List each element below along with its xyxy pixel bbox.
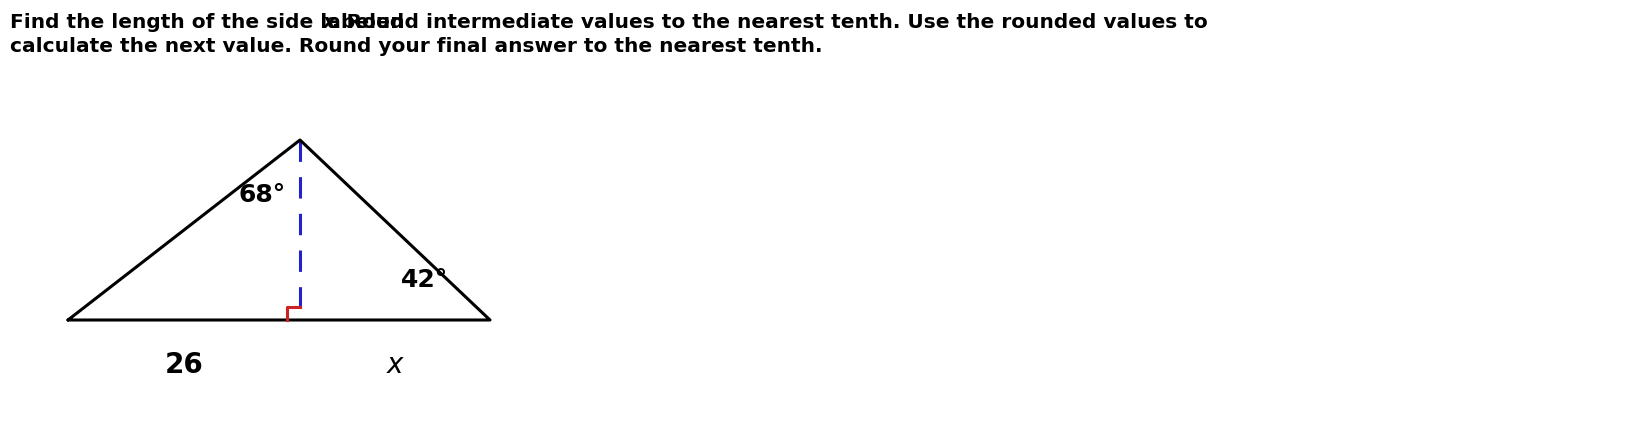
Text: 42°: 42° (401, 268, 448, 292)
Text: x: x (323, 14, 336, 32)
Text: calculate the next value. Round your final answer to the nearest tenth.: calculate the next value. Round your fin… (10, 37, 823, 56)
Text: x: x (386, 351, 403, 379)
Text: 68°: 68° (238, 183, 285, 207)
Text: Find the length of the side labeled: Find the length of the side labeled (10, 14, 411, 32)
Text: . Round intermediate values to the nearest tenth. Use the rounded values to: . Round intermediate values to the neare… (333, 14, 1208, 32)
Text: 26: 26 (165, 351, 204, 379)
